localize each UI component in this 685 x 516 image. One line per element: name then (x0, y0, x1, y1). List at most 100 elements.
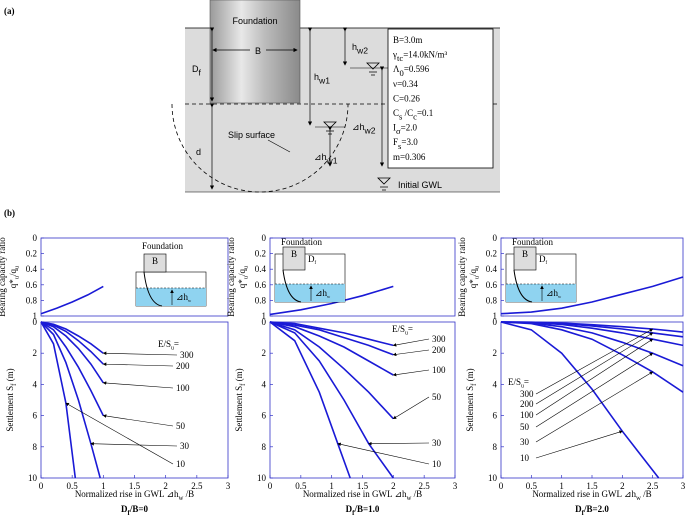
x-axis-label-part: Normalized rise in GWL ⊿h (75, 489, 179, 499)
y-tick-label: 1 (262, 311, 267, 321)
x-tick-label: 0 (268, 481, 273, 491)
label-arrow (535, 332, 654, 405)
y-axis-label: Bearing capacity ratio (457, 237, 467, 317)
parameter-part: =0.1 (417, 108, 433, 118)
y-axis-label: q*u/qu (8, 265, 21, 288)
label-arrow (392, 349, 430, 357)
x-tick-label: 1.5 (129, 481, 141, 491)
series-label: 30 (180, 441, 190, 451)
series-label: 200 (176, 361, 190, 371)
x-tick-label: 1 (559, 481, 564, 491)
curve (269, 321, 394, 420)
y-axis-label: Settlement Sf (m) (234, 368, 247, 431)
inset-rise-part: w (558, 294, 562, 299)
series-label: 200 (432, 345, 446, 355)
legend-title-part: u (405, 330, 408, 336)
inset-depth: Df (308, 254, 317, 266)
y-tick-label: 0 (262, 317, 267, 327)
y-axis-label-part: /q (468, 269, 478, 277)
inset-slip (282, 269, 302, 303)
y-axis-label: Bearing capacity ratio (226, 237, 236, 317)
y-tick-label: 0.8 (26, 295, 38, 305)
legend-title: E/Su= (158, 339, 179, 351)
label-arrow (535, 430, 623, 459)
inset-depth-part: f (315, 261, 317, 266)
y-tick-label: 8 (33, 442, 38, 452)
y-axis-label: Settlement Sf (m) (5, 368, 18, 431)
inset-width: B (291, 249, 297, 259)
y-axis-label-part: u (243, 275, 250, 279)
inset-width: B (522, 249, 528, 259)
dhw2-label: ⊿hw2 (352, 122, 376, 136)
x-axis-label: Normalized rise in GWL ⊿hw /B (532, 489, 651, 502)
leader (267, 139, 291, 153)
curve (269, 321, 394, 376)
label-arrow (392, 338, 430, 347)
parameter: Cs /Cc=0.1 (393, 108, 433, 122)
label-arrow (392, 369, 430, 377)
parameter-part: =14.0kN/m³ (403, 50, 447, 60)
x-tick-label: 1 (101, 481, 106, 491)
y-axis-label-part: (m) (234, 368, 244, 383)
water-symbol (366, 62, 380, 76)
y-tick-label: 1 (33, 311, 38, 321)
y-axis-label-part: u (14, 275, 21, 279)
x-axis-label: Normalized rise in GWL ⊿hw /B (75, 489, 194, 502)
curve (40, 321, 104, 384)
foundation (209, 0, 301, 104)
x-tick-label: 0.5 (67, 481, 79, 491)
y-tick-label: 6 (33, 411, 38, 421)
y-tick-label: 0.6 (26, 280, 38, 290)
parameter-part: ν=0.34 (393, 79, 418, 89)
y-tick-label: 0.4 (486, 264, 498, 274)
parameter-part: s (399, 112, 403, 122)
parameter-part: I (393, 123, 396, 133)
y-tick-label: 0.8 (486, 295, 498, 305)
y-tick-label: 6 (262, 411, 267, 421)
depth-label: Df (192, 64, 202, 78)
y-tick-label: 0.4 (255, 264, 267, 274)
y-axis-label-part: u (474, 265, 481, 269)
parameter: Λ0=0.596 (393, 64, 430, 78)
parameter-part: tc (397, 53, 403, 63)
panel-caption-part: f (352, 510, 355, 516)
x-tick-label: 0 (39, 481, 44, 491)
panel-caption-part: D (346, 504, 353, 514)
legend-title-part: E/S (392, 324, 405, 334)
panel-label: (b) (4, 208, 15, 218)
parameter-part: m=0.306 (393, 152, 426, 162)
parameter-part: /C (402, 108, 413, 118)
legend-title-part: E/S (508, 377, 521, 387)
x-tick-label: 0 (499, 481, 504, 491)
parameter: Fs=3.0 (393, 137, 418, 151)
label-arrow (102, 362, 174, 367)
y-axis-label-part: f (240, 383, 247, 386)
label-arrow (535, 328, 654, 395)
x-axis-label-part: /B (411, 489, 422, 499)
y-axis-label: Bearing capacity ratio (0, 237, 7, 317)
water-symbol (323, 121, 337, 135)
hw2-label-part: w2 (356, 46, 368, 56)
series-label: 30 (432, 438, 442, 448)
series-label: 300 (432, 334, 446, 344)
y-tick-label: 10 (257, 473, 267, 483)
inset-depth-part: f (546, 261, 548, 266)
d-label: d (196, 147, 201, 157)
label-arrow (535, 371, 654, 443)
panel-caption-part: D (575, 504, 582, 514)
y-tick-label: 0.2 (255, 249, 266, 259)
x-tick-label: 2 (163, 481, 168, 491)
series-label: 10 (432, 459, 442, 469)
curve (40, 321, 104, 365)
hw2-label-part: h (352, 42, 357, 52)
curve (40, 285, 104, 315)
x-axis-label-part: /B (183, 489, 194, 499)
inset-water (275, 284, 345, 302)
parameter: γtc=14.0kN/m³ (392, 50, 448, 64)
curve (40, 321, 77, 479)
x-axis-label-part: w (636, 495, 641, 502)
inset-width: B (152, 256, 158, 266)
curve (40, 321, 105, 416)
x-tick-label: 3 (453, 481, 458, 491)
